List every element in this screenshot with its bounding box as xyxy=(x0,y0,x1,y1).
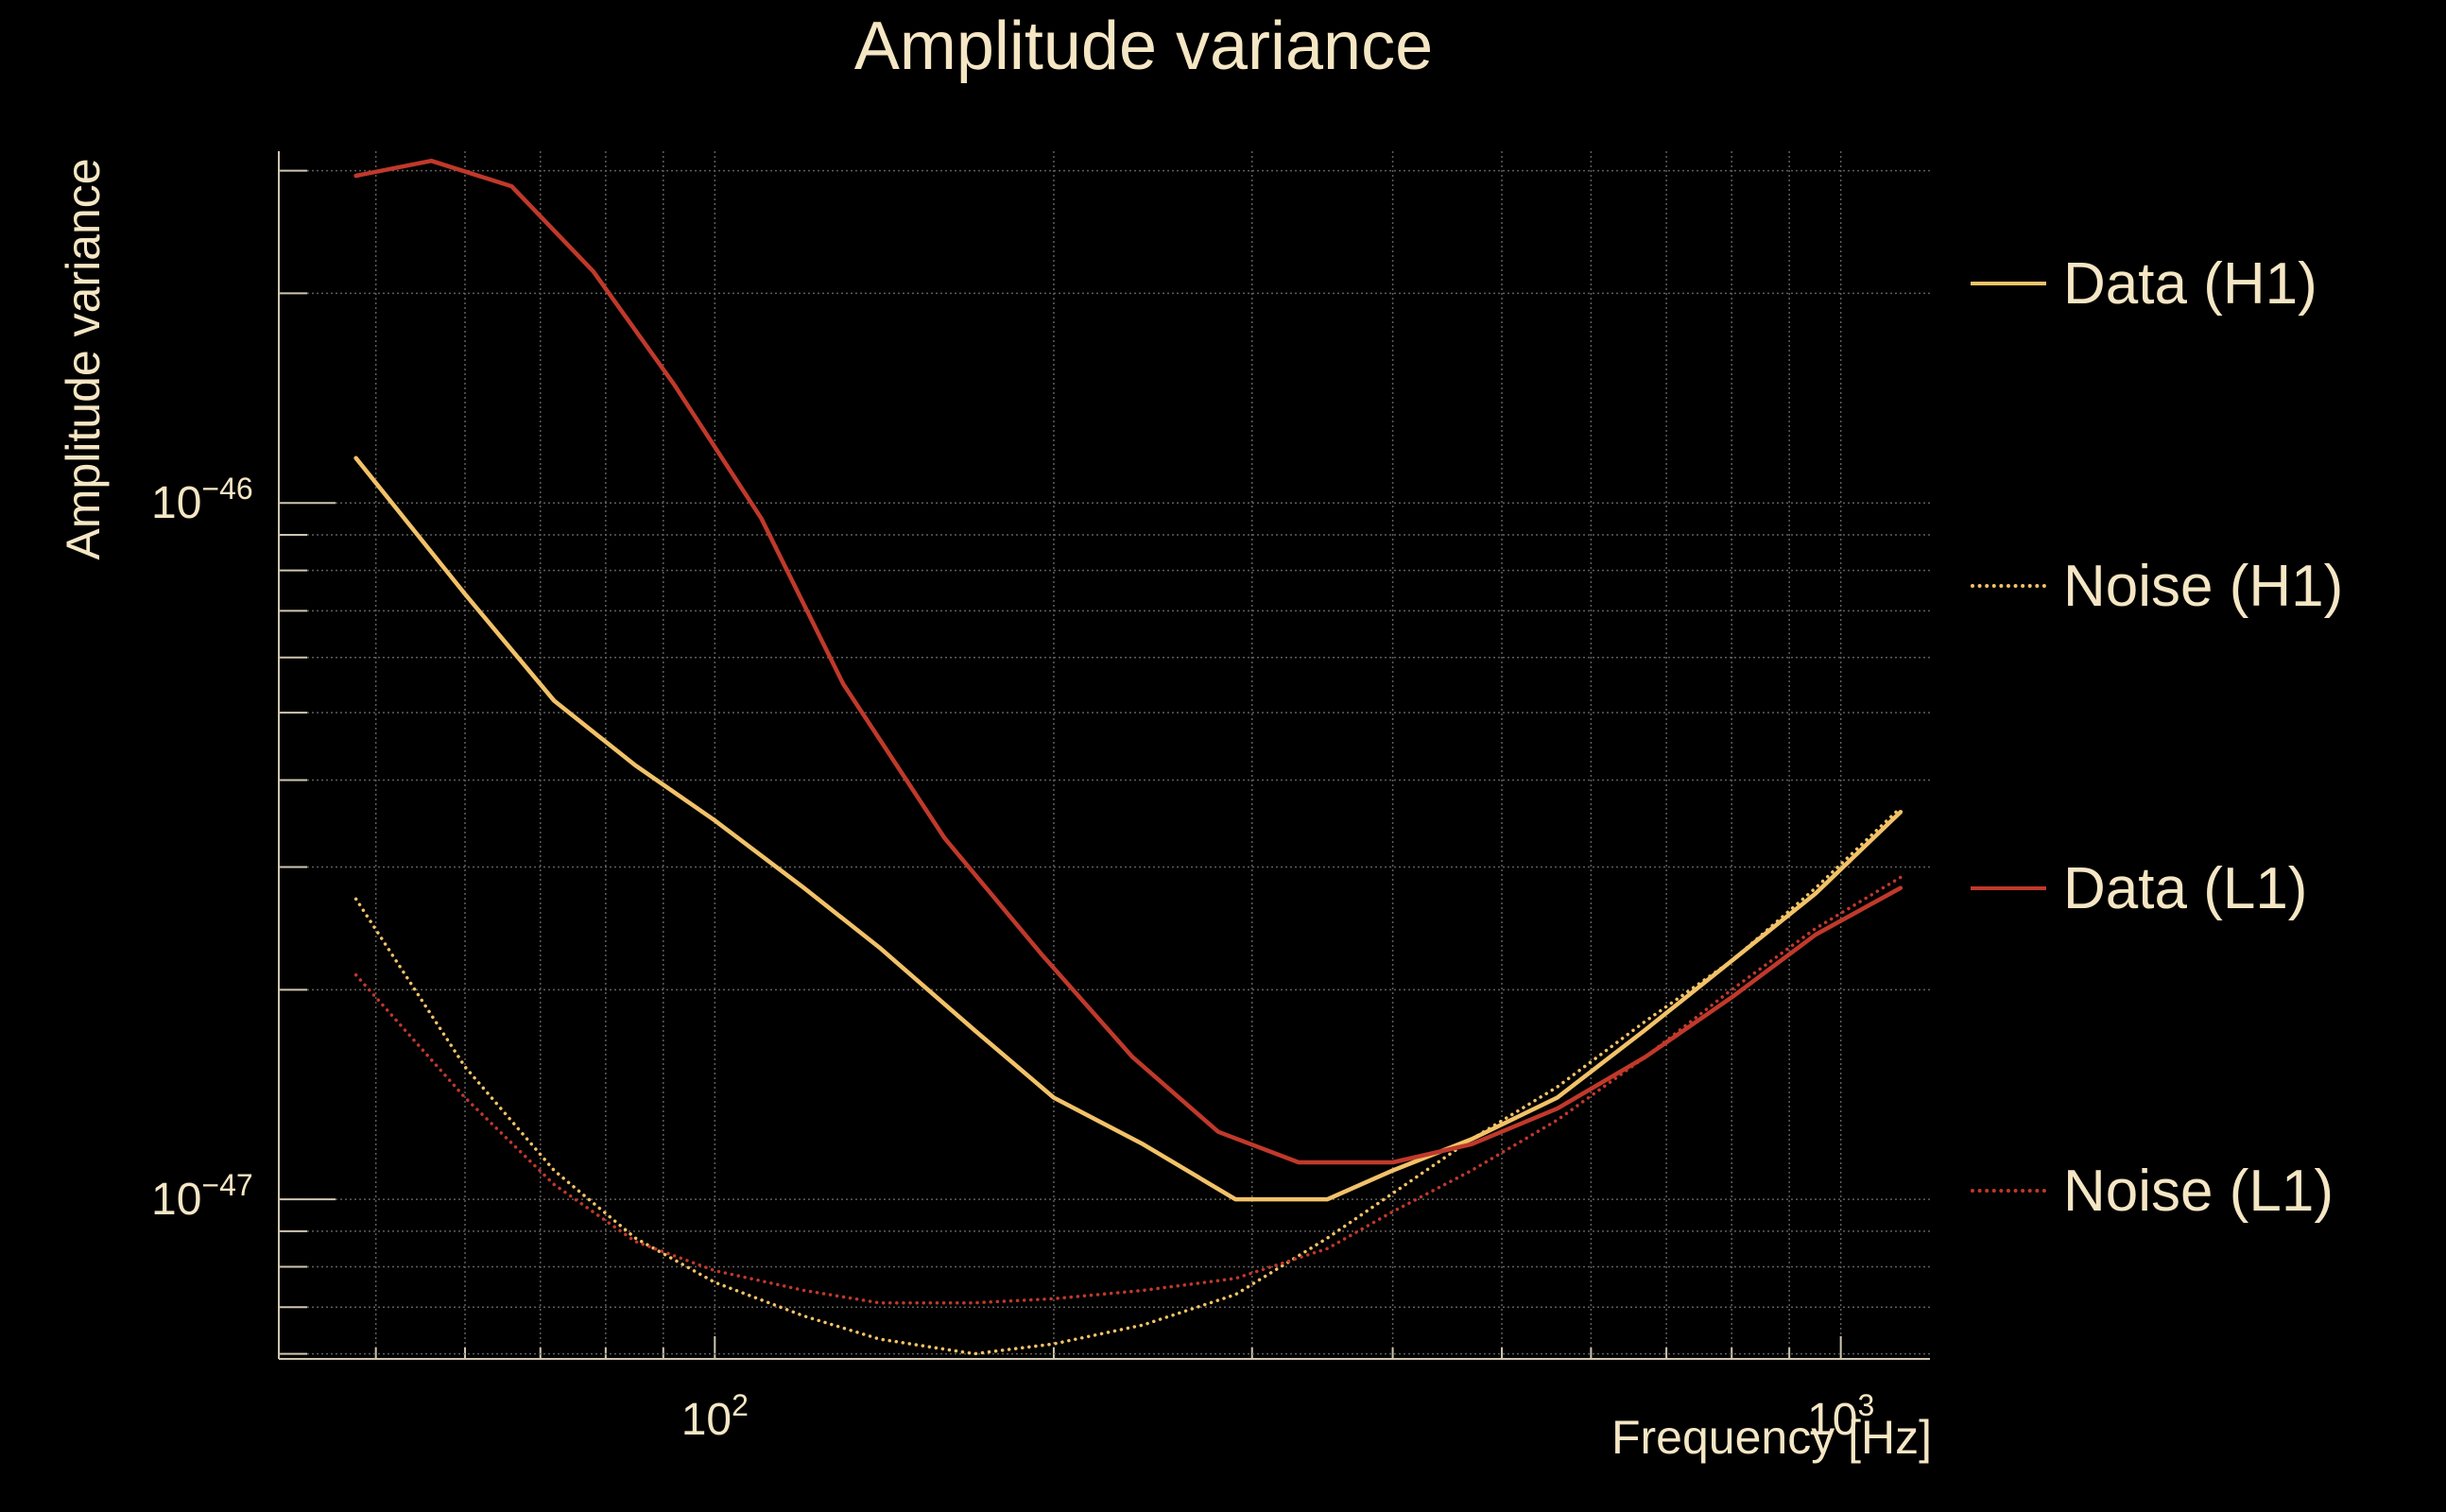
legend-label-data-l1: Data (L1) xyxy=(2063,855,2308,921)
y-tick-label: 10−47 xyxy=(151,1168,253,1225)
x-tick-label: 102 xyxy=(681,1388,749,1445)
legend-item-data-l1: Data (L1) xyxy=(1971,850,2307,926)
series-line-noise-l1 xyxy=(353,875,1903,1305)
series-line-data-h1 xyxy=(353,455,1903,1202)
x-axis-label: Frequency [Hz] xyxy=(1611,1411,1932,1464)
legend-swatch-noise-l1 xyxy=(1971,1189,2046,1193)
legend-item-noise-h1: Noise (H1) xyxy=(1971,548,2343,624)
y-tick-label: 10−46 xyxy=(151,472,253,528)
legend-swatch-data-h1 xyxy=(1971,282,2046,285)
legend-label-noise-h1: Noise (H1) xyxy=(2063,553,2344,619)
chart-title: Amplitude variance xyxy=(853,9,1434,84)
legend-swatch-data-l1 xyxy=(1971,886,2046,890)
legend-item-noise-l1: Noise (L1) xyxy=(1971,1153,2334,1228)
legend-label-noise-l1: Noise (L1) xyxy=(2063,1158,2334,1224)
x-tick-label: 103 xyxy=(1807,1388,1874,1445)
legend-item-data-h1: Data (H1) xyxy=(1971,246,2317,321)
series-line-data-l1 xyxy=(353,158,1903,1165)
legend-label-data-h1: Data (H1) xyxy=(2063,250,2317,317)
legend-swatch-noise-h1 xyxy=(1971,584,2046,588)
series-line-noise-h1 xyxy=(353,806,1903,1356)
